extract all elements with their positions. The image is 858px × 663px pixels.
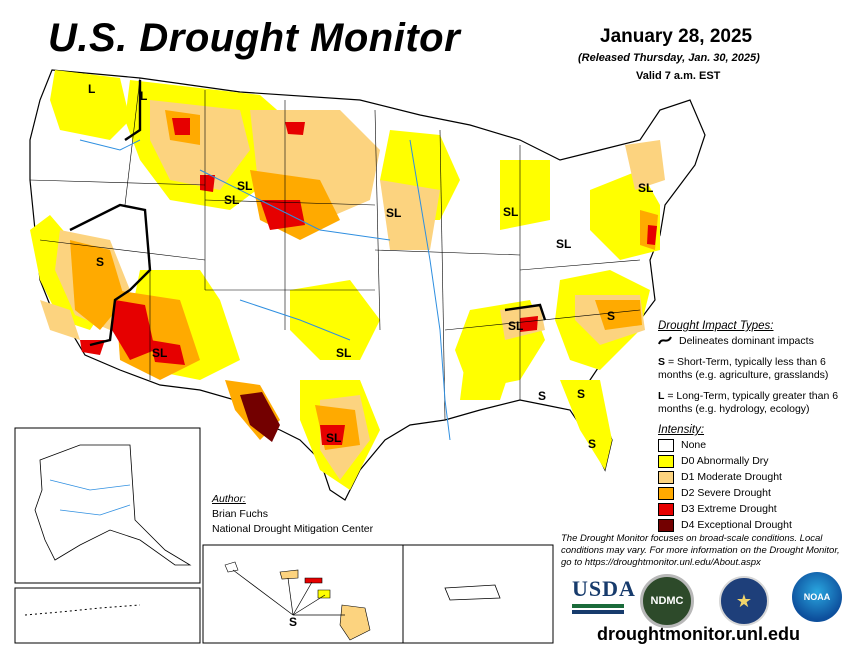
intensity-row: D3 Extreme Drought xyxy=(658,503,848,516)
noaa-logo-text: NOAA xyxy=(803,592,831,602)
short-term-desc: = Short-Term, typically less than 6 mont… xyxy=(658,356,829,381)
usda-logo-text: USDA xyxy=(572,576,636,601)
map-label: SL xyxy=(556,237,571,251)
commerce-seal-icon[interactable]: ★ xyxy=(719,576,769,626)
long-term-row: L = Long-Term, typically greater than 6 … xyxy=(658,390,848,416)
swatch-d2 xyxy=(658,487,674,500)
impact-line-row: Delineates dominant impacts xyxy=(658,335,848,348)
map-label: SL xyxy=(386,206,401,220)
author-heading: Author: xyxy=(212,493,246,505)
state-boundaries xyxy=(29,77,641,421)
map-label: S xyxy=(577,387,585,401)
short-term-key: S xyxy=(658,356,666,368)
impact-labels: L L SL SL SL SL SL SL S SL SL SL SL S S … xyxy=(88,82,653,451)
long-term-key: L xyxy=(658,390,665,402)
line-symbol-icon xyxy=(658,336,672,345)
intensity-row: D2 Severe Drought xyxy=(658,487,848,500)
hawaii-islands xyxy=(224,561,371,641)
page-title: U.S. Drought Monitor xyxy=(48,16,461,60)
ndmc-logo[interactable]: NDMC xyxy=(640,574,694,628)
intensity-label: None xyxy=(681,439,707,451)
short-term-row: S = Short-Term, typically less than 6 mo… xyxy=(658,356,848,382)
swatch-none xyxy=(658,439,674,452)
hawaii-inset-frame xyxy=(202,544,404,644)
author-org: National Drought Mitigation Center xyxy=(212,523,374,535)
intensity-row: D0 Abnormally Dry xyxy=(658,455,848,468)
map-label: S xyxy=(607,309,615,323)
intensity-heading: Intensity: xyxy=(658,424,705,436)
map-label: S xyxy=(289,615,297,629)
intensity-label: D1 Moderate Drought xyxy=(681,471,782,483)
rivers xyxy=(79,139,451,441)
intensity-row: D4 Exceptional Drought xyxy=(658,519,848,532)
usda-logo[interactable]: USDA xyxy=(572,576,636,616)
noaa-logo[interactable]: NOAA xyxy=(792,572,842,622)
puerto-rico-shape xyxy=(444,584,501,601)
legend: Drought Impact Types: Delineates dominan… xyxy=(658,320,848,532)
release-date: (Released Thursday, Jan. 30, 2025) xyxy=(578,52,760,64)
intensity-label: D0 Abnormally Dry xyxy=(681,455,769,467)
author-block: Author: Brian Fuchs National Drought Mit… xyxy=(212,492,373,537)
map-label: SL xyxy=(237,179,252,193)
intensity-label: D3 Extreme Drought xyxy=(681,503,777,515)
map-label: SL xyxy=(638,181,653,195)
author-name: Brian Fuchs xyxy=(212,508,269,520)
impact-lines xyxy=(69,80,547,347)
map-label: SL xyxy=(503,205,518,219)
valid-time: Valid 7 a.m. EST xyxy=(636,70,721,82)
info-note: The Drought Monitor focuses on broad-sca… xyxy=(561,533,840,568)
map-date: January 28, 2025 xyxy=(600,26,753,47)
site-url[interactable]: droughtmonitor.unl.edu xyxy=(597,624,800,644)
swatch-d4 xyxy=(658,519,674,532)
intensity-label: D2 Severe Drought xyxy=(681,487,771,499)
d4-area xyxy=(240,392,280,442)
map-label: L xyxy=(140,89,147,103)
map-label: SL xyxy=(508,319,523,333)
swatch-d3 xyxy=(658,503,674,516)
intensity-label: D4 Exceptional Drought xyxy=(681,519,792,531)
swatch-d1 xyxy=(658,471,674,484)
alaska-shape xyxy=(34,444,192,566)
map-label: S xyxy=(96,255,104,269)
map-label: S xyxy=(538,389,546,403)
swatch-d0 xyxy=(658,455,674,468)
long-term-desc: = Long-Term, typically greater than 6 mo… xyxy=(658,390,839,415)
map-label: SL xyxy=(326,431,341,445)
aleutians-frame xyxy=(14,587,201,644)
d3-areas xyxy=(80,118,657,445)
map-label: SL xyxy=(336,346,351,360)
hawaii-pointer-lines xyxy=(232,569,345,616)
alaska-rivers xyxy=(49,479,131,516)
ndmc-logo-text: NDMC xyxy=(650,595,684,607)
aleutians-shape xyxy=(24,604,141,616)
impact-line-desc: Delineates dominant impacts xyxy=(679,335,814,347)
intensity-row: D1 Moderate Drought xyxy=(658,471,848,484)
map-label: SL xyxy=(224,193,239,207)
map-label: SL xyxy=(152,346,167,360)
impact-types-heading: Drought Impact Types: xyxy=(658,320,774,332)
intensity-row: None xyxy=(658,439,848,452)
puerto-rico-inset-frame xyxy=(402,544,554,644)
map-label: S xyxy=(588,437,596,451)
map-label: L xyxy=(88,82,95,96)
